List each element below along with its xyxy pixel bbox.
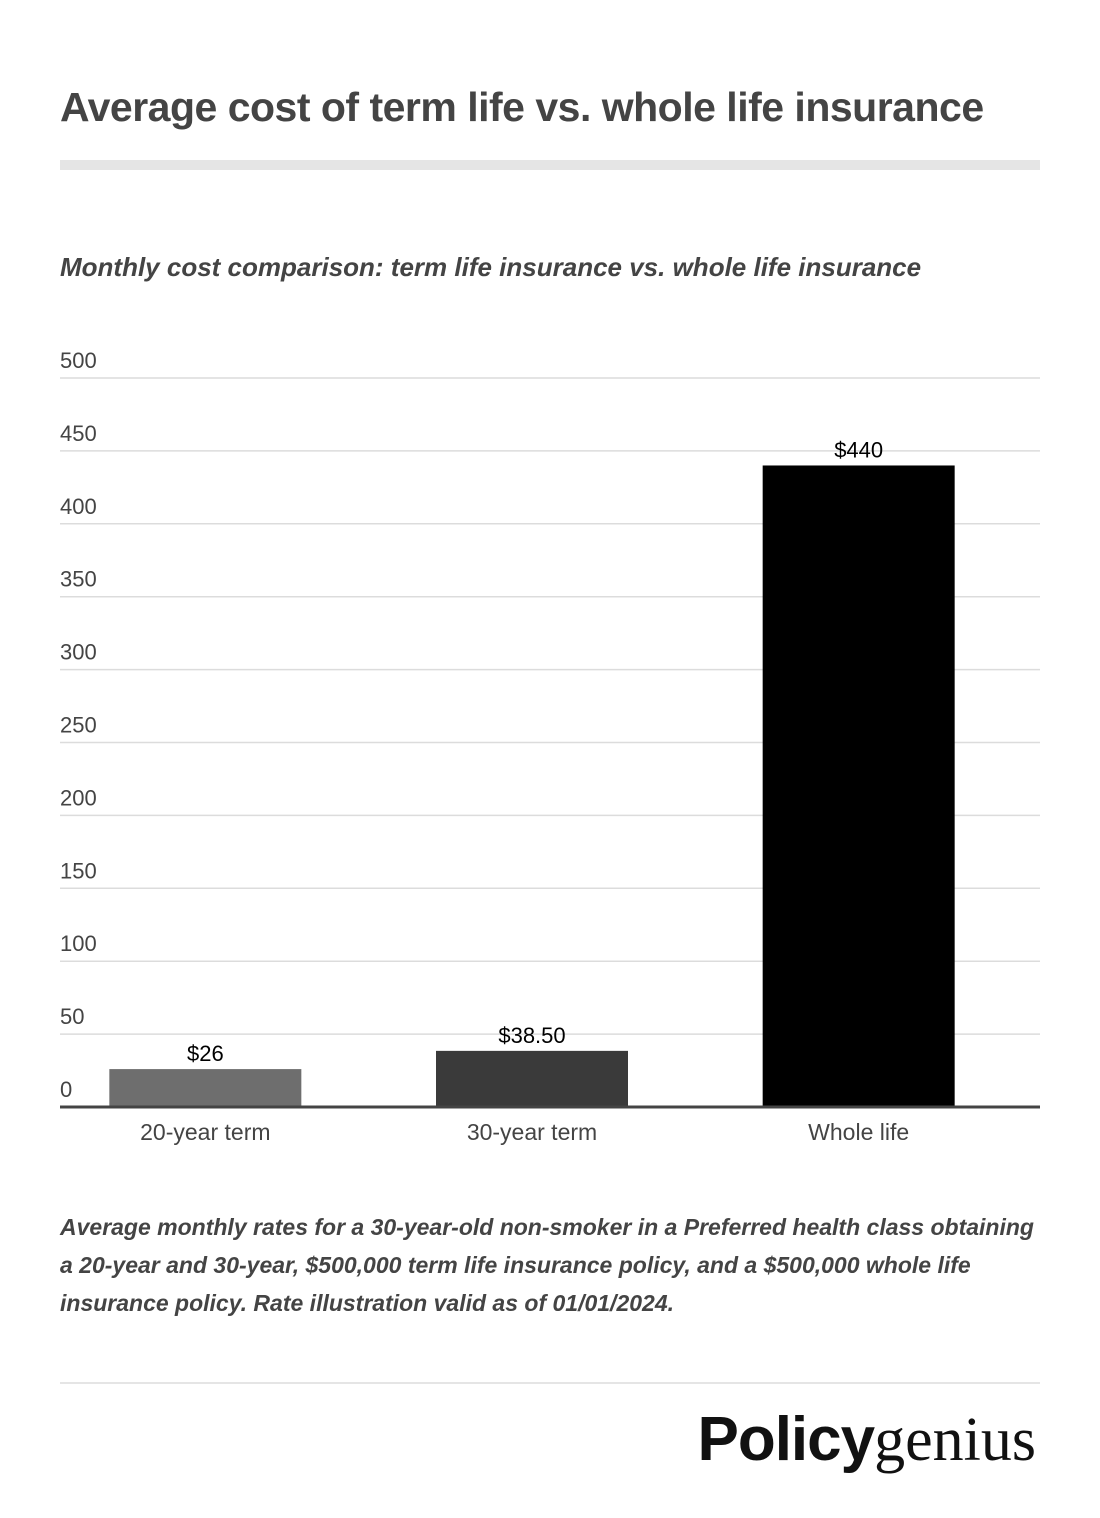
bar <box>436 1050 628 1107</box>
logo-light: genius <box>874 1406 1036 1474</box>
x-tick-label: 20-year term <box>140 1119 270 1145</box>
y-tick-label: 450 <box>60 421 97 446</box>
y-tick-label: 50 <box>60 1004 84 1029</box>
y-tick-label: 500 <box>60 348 97 373</box>
bar <box>762 465 955 1108</box>
y-tick-label: 100 <box>60 931 97 956</box>
y-tick-label: 200 <box>60 785 97 810</box>
y-tick-label: 300 <box>60 640 97 665</box>
value-label: $26 <box>187 1041 224 1066</box>
divider <box>60 160 1040 170</box>
chart: 0 50 100 150 200 250 300 350 400 450 500 $26 20-year… <box>60 348 1040 1145</box>
divider <box>60 1382 1040 1384</box>
chart-subtitle: Monthly cost comparison: term life insur… <box>60 252 922 282</box>
x-tick-label: 30-year term <box>467 1119 597 1145</box>
value-label: $440 <box>834 437 883 462</box>
logo: Policygenius <box>697 1404 1036 1476</box>
chart-title: Average cost of term life vs. whole life… <box>60 84 984 130</box>
bar <box>109 1069 302 1107</box>
y-tick-label: 150 <box>60 858 97 883</box>
value-label: $38.50 <box>498 1023 565 1048</box>
logo-bold: Policy <box>697 1405 875 1474</box>
caption: Average monthly rates for a 30-year-old … <box>60 1214 1034 1316</box>
x-tick-label: Whole life <box>808 1119 909 1145</box>
y-tick-label: 250 <box>60 713 97 738</box>
y-tick-label: 350 <box>60 567 97 592</box>
y-tick-label: 400 <box>60 494 97 519</box>
y-tick-label: 0 <box>60 1077 72 1102</box>
